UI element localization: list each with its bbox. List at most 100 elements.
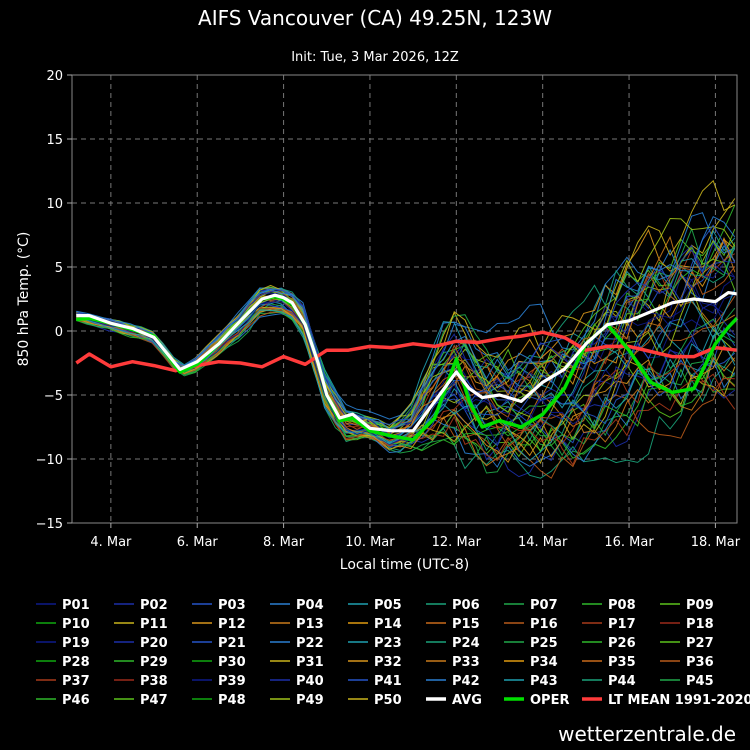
y-tick-label: 0 — [55, 325, 63, 340]
ensemble-member-line — [76, 307, 736, 474]
legend-item: P13 — [270, 617, 324, 632]
legend-item: AVG — [426, 693, 482, 708]
legend-item: P48 — [192, 693, 246, 708]
legend-item: P38 — [114, 674, 168, 689]
x-tick-label: 8. Mar — [263, 535, 305, 550]
legend-label: P23 — [374, 636, 402, 651]
legend-item: P45 — [660, 674, 714, 689]
legend-label: P08 — [608, 598, 636, 613]
legend-label: P16 — [530, 617, 558, 632]
legend-label: P29 — [140, 655, 168, 670]
legend-item: P37 — [36, 674, 90, 689]
legend-item: P22 — [270, 636, 324, 651]
legend-label: P25 — [530, 636, 558, 651]
legend: P01 P02 P03 P04 P05 P06 P07 P08 P09 P10 P11 P12 P13 P… — [36, 598, 750, 708]
ensemble-member-line — [76, 309, 735, 452]
legend-label: P26 — [608, 636, 636, 651]
x-tick-label: 12. Mar — [432, 535, 482, 550]
legend-label: P04 — [296, 598, 324, 613]
ensemble-member-line — [76, 308, 736, 464]
legend-item: P35 — [582, 655, 636, 670]
legend-item: P46 — [36, 693, 90, 708]
y-tick-label: 10 — [46, 197, 63, 212]
legend-item: P08 — [582, 598, 636, 613]
legend-label: P45 — [686, 674, 714, 689]
legend-label: P14 — [374, 617, 402, 632]
legend-item: P18 — [660, 617, 714, 632]
x-tick-label: 6. Mar — [177, 535, 219, 550]
x-axis-ticks: 4. Mar 6. Mar 8. Mar 10. Mar 12. Mar 14. Mar 1… — [90, 523, 741, 550]
x-tick-label: 18. Mar — [691, 535, 741, 550]
legend-item: P16 — [504, 617, 558, 632]
ensemble-member-line — [76, 216, 736, 431]
ensemble-member-line — [76, 237, 736, 437]
legend-label: P01 — [62, 598, 90, 613]
legend-item: P24 — [426, 636, 480, 651]
legend-label: P50 — [374, 693, 402, 708]
legend-item: P19 — [36, 636, 90, 651]
legend-label: P05 — [374, 598, 402, 613]
legend-label: P35 — [608, 655, 636, 670]
legend-label: P30 — [218, 655, 246, 670]
chart-subtitle: Init: Tue, 3 Mar 2026, 12Z — [291, 50, 459, 65]
legend-label: P02 — [140, 598, 168, 613]
y-axis-label: 850 hPa Temp. (°C) — [16, 232, 32, 367]
brand-watermark: wetterzentrale.de — [558, 722, 736, 746]
legend-label: P13 — [296, 617, 324, 632]
legend-label: P21 — [218, 636, 246, 651]
main-series — [75, 291, 739, 442]
legend-item: P30 — [192, 655, 246, 670]
legend-item: OPER — [504, 693, 569, 708]
series-line-avg — [76, 291, 738, 433]
ensemble-member-line — [76, 308, 736, 478]
legend-label: OPER — [530, 693, 569, 708]
legend-label: P44 — [608, 674, 636, 689]
legend-item: P25 — [504, 636, 558, 651]
legend-item: P06 — [426, 598, 480, 613]
x-tick-label: 16. Mar — [604, 535, 654, 550]
legend-label: P17 — [608, 617, 636, 632]
y-tick-label: 15 — [46, 133, 63, 148]
legend-item: P04 — [270, 598, 324, 613]
y-tick-label: 5 — [55, 261, 63, 276]
legend-label: P39 — [218, 674, 246, 689]
legend-item: P10 — [36, 617, 90, 632]
y-axis-ticks: −15 −10 −5 0 5 10 15 20 — [36, 69, 72, 532]
legend-item: P41 — [348, 674, 402, 689]
legend-item: P21 — [192, 636, 246, 651]
legend-item: P29 — [114, 655, 168, 670]
legend-label: P28 — [62, 655, 90, 670]
legend-label: P42 — [452, 674, 480, 689]
legend-item: P20 — [114, 636, 168, 651]
legend-item: P23 — [348, 636, 402, 651]
legend-label: P11 — [140, 617, 168, 632]
legend-item: P44 — [582, 674, 636, 689]
legend-item: P42 — [426, 674, 480, 689]
x-tick-label: 14. Mar — [518, 535, 568, 550]
legend-item: P49 — [270, 693, 324, 708]
legend-item: P17 — [582, 617, 636, 632]
plot-frame — [71, 74, 738, 524]
legend-label: P18 — [686, 617, 714, 632]
legend-label: P43 — [530, 674, 558, 689]
legend-label: P03 — [218, 598, 246, 613]
ensemble-member-line — [76, 306, 736, 458]
legend-label: P41 — [374, 674, 402, 689]
legend-item: P32 — [348, 655, 402, 670]
grid-lines — [72, 75, 737, 523]
legend-label: P09 — [686, 598, 714, 613]
legend-label: P27 — [686, 636, 714, 651]
legend-label: P40 — [296, 674, 324, 689]
legend-label: P06 — [452, 598, 480, 613]
y-tick-label: 20 — [46, 69, 63, 84]
legend-item: P43 — [504, 674, 558, 689]
legend-label: P07 — [530, 598, 558, 613]
x-tick-label: 10. Mar — [345, 535, 395, 550]
ensemble-member-line — [76, 217, 736, 426]
legend-label: P34 — [530, 655, 558, 670]
legend-label: P20 — [140, 636, 168, 651]
legend-item: P50 — [348, 693, 402, 708]
legend-item: P14 — [348, 617, 402, 632]
legend-label: AVG — [452, 693, 482, 708]
